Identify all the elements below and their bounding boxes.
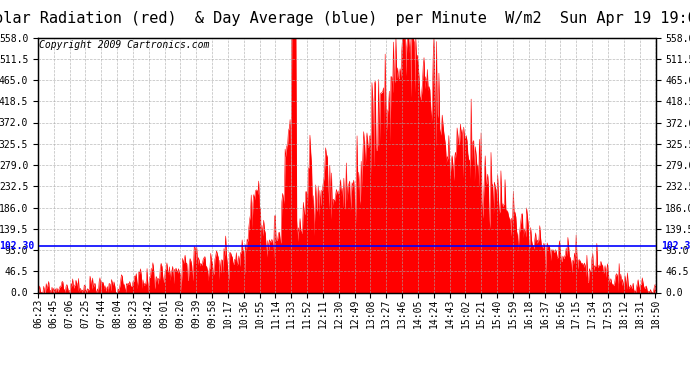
Text: Solar Radiation (red)  & Day Average (blue)  per Minute  W/m2  Sun Apr 19 19:00: Solar Radiation (red) & Day Average (blu… — [0, 11, 690, 26]
Text: Copyright 2009 Cartronics.com: Copyright 2009 Cartronics.com — [39, 40, 210, 50]
Text: 102.30: 102.30 — [0, 241, 34, 251]
Text: 102.30: 102.30 — [661, 241, 690, 251]
